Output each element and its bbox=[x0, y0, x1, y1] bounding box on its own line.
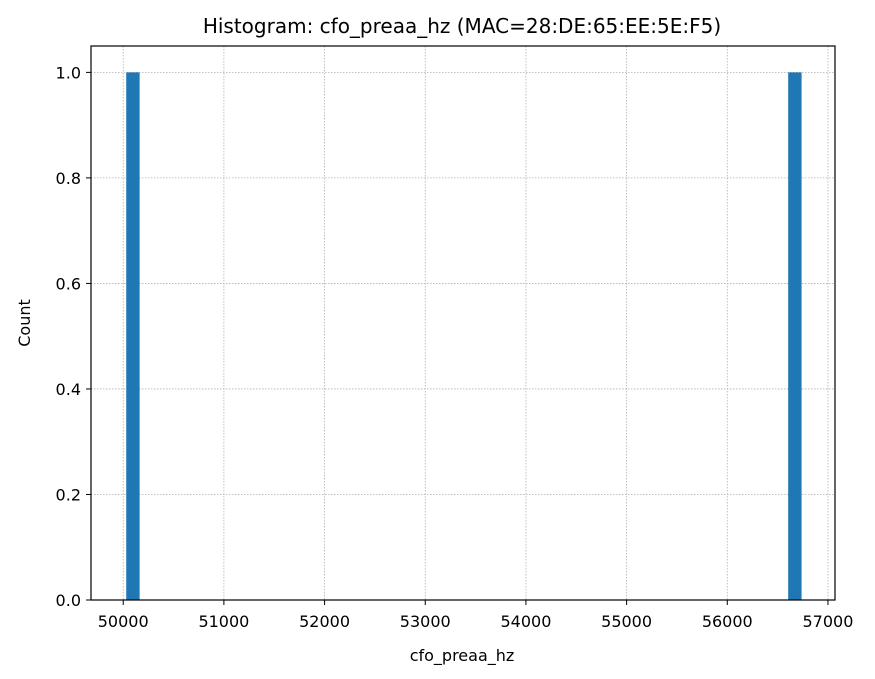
chart-title: Histogram: cfo_preaa_hz (MAC=28:DE:65:EE… bbox=[203, 14, 721, 38]
y-tick-label: 0.6 bbox=[56, 274, 81, 293]
x-tick-label: 54000 bbox=[500, 612, 551, 631]
x-tick-label: 51000 bbox=[198, 612, 249, 631]
x-ticks: 50000 51000 52000 53000 54000 55000 56000 57000 bbox=[98, 600, 853, 631]
y-ticks: 0.0 0.2 0.4 0.6 0.8 1.0 bbox=[56, 63, 91, 610]
x-tick-label: 53000 bbox=[400, 612, 451, 631]
x-tick-label: 56000 bbox=[702, 612, 753, 631]
y-tick-label: 0.8 bbox=[56, 169, 81, 188]
x-tick-label: 55000 bbox=[601, 612, 652, 631]
y-tick-label: 1.0 bbox=[56, 63, 81, 82]
x-tick-label: 50000 bbox=[98, 612, 149, 631]
x-tick-label: 57000 bbox=[802, 612, 853, 631]
x-tick-label: 52000 bbox=[299, 612, 350, 631]
y-tick-label: 0.2 bbox=[56, 485, 81, 504]
histogram-bar bbox=[788, 72, 802, 600]
y-axis-label: Count bbox=[15, 299, 34, 347]
y-tick-label: 0.4 bbox=[56, 380, 81, 399]
bars bbox=[126, 72, 802, 600]
histogram-bar bbox=[126, 72, 140, 600]
x-axis-label: cfo_preaa_hz bbox=[410, 646, 515, 666]
axes-frame bbox=[90, 45, 836, 601]
y-tick-label: 0.0 bbox=[56, 591, 81, 610]
grid-lines bbox=[91, 46, 835, 601]
